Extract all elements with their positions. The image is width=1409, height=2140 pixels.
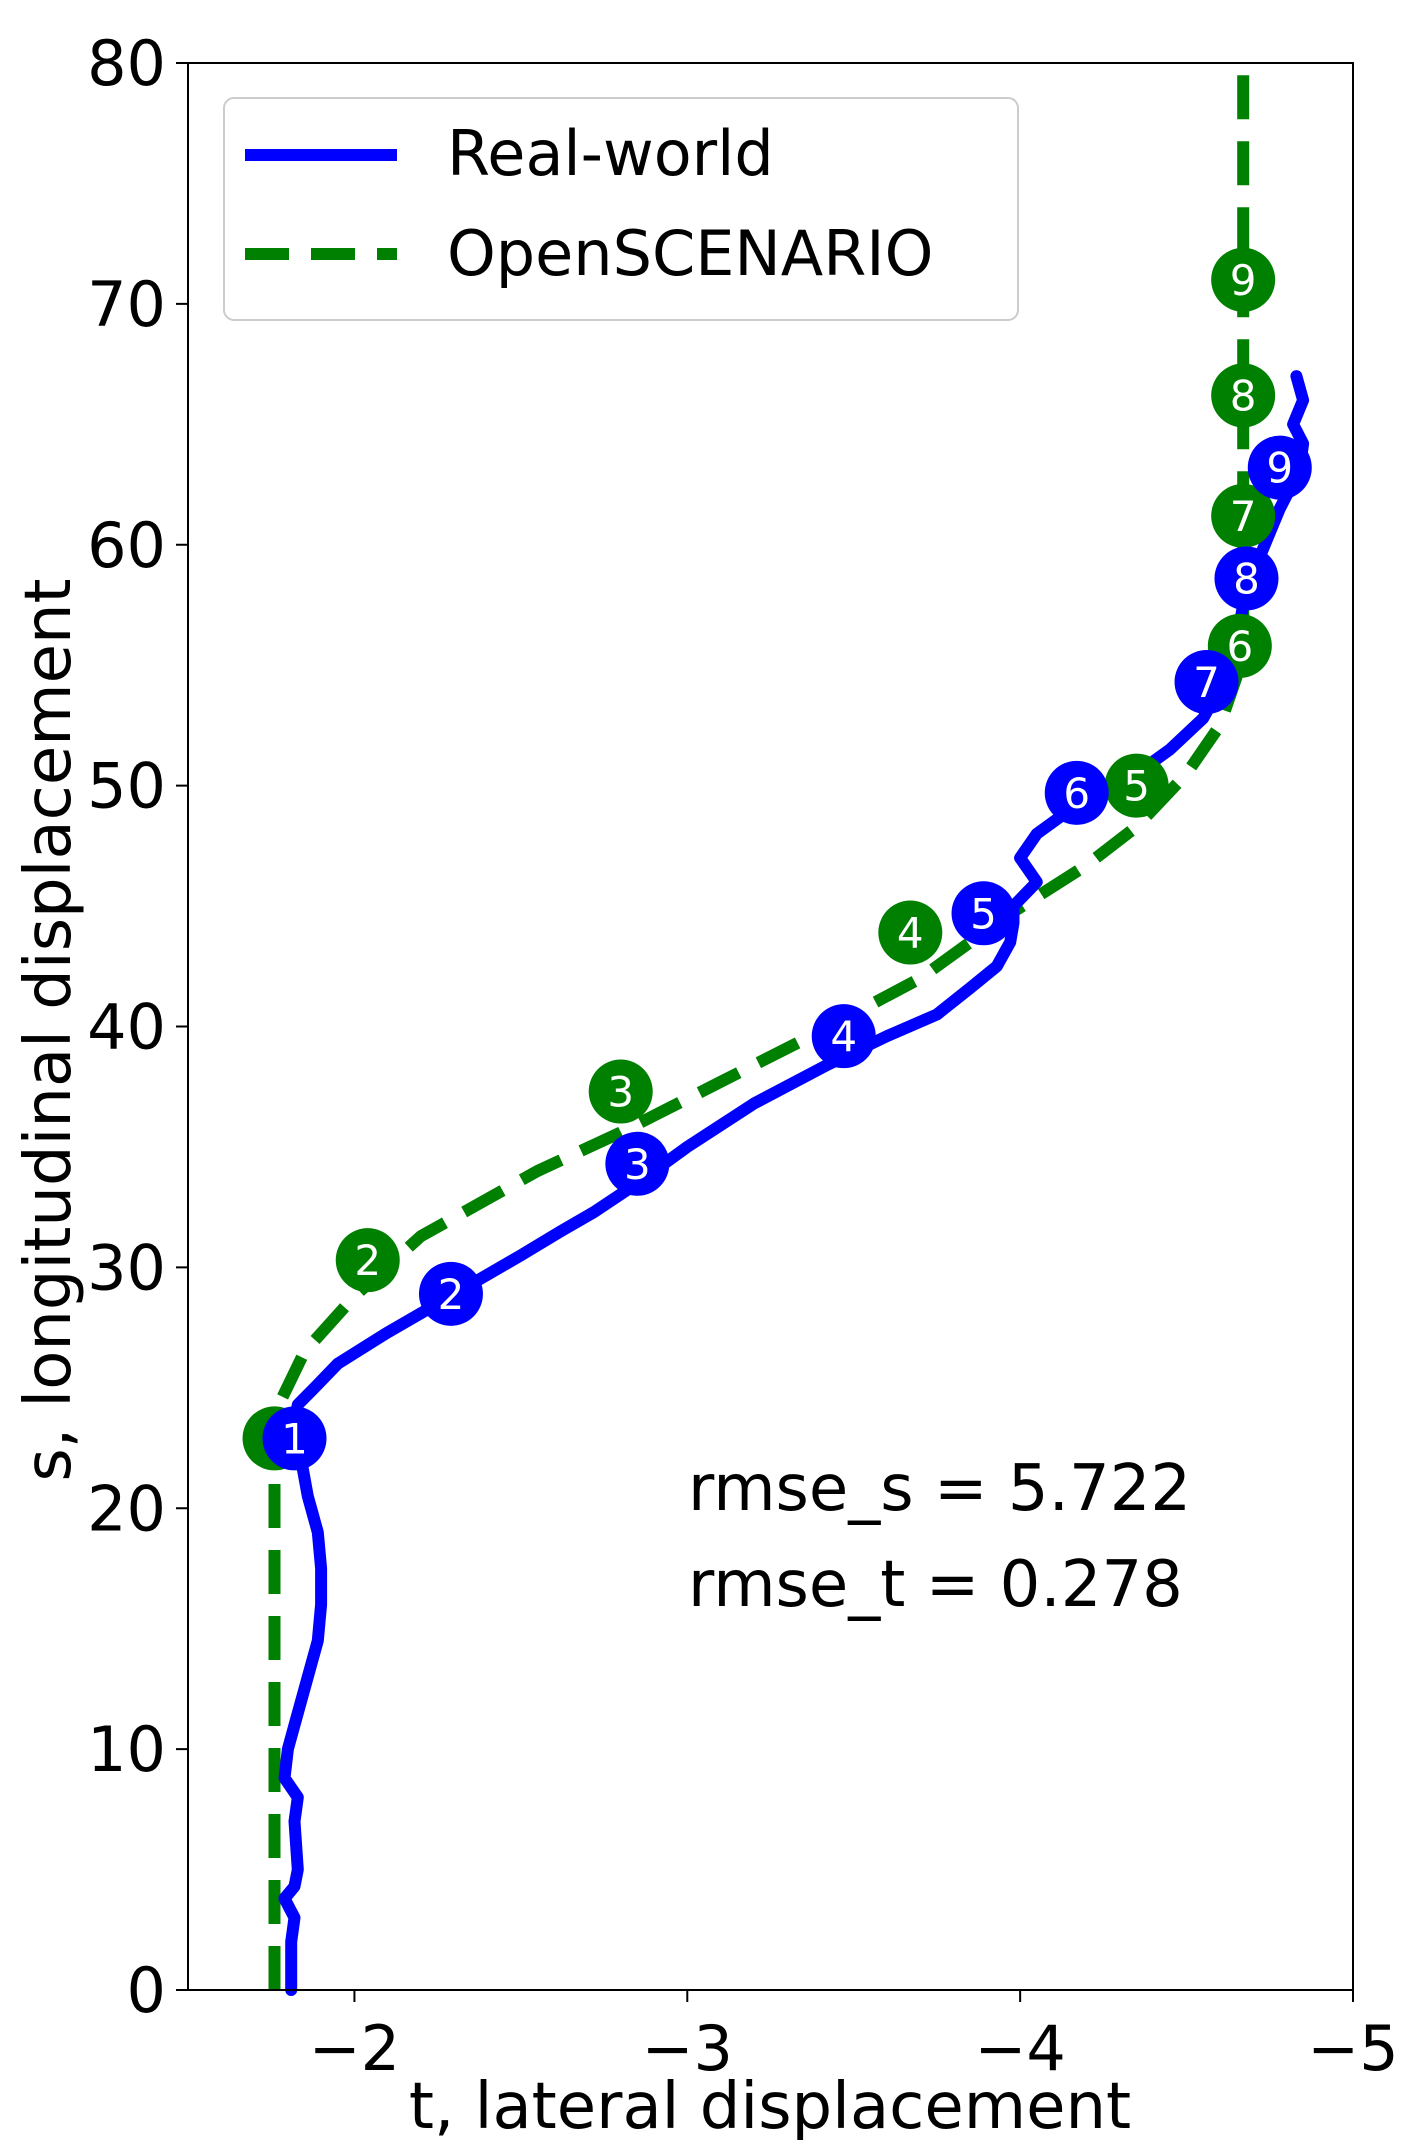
waypoint-label-real-world: 4 bbox=[830, 1012, 857, 1061]
waypoint-label-real-world: 7 bbox=[1193, 658, 1220, 707]
legend-box bbox=[223, 97, 1019, 321]
rmse-t-annotation: rmse_t = 0.278 bbox=[688, 1548, 1183, 1622]
legend-label-real-world: Real-world bbox=[447, 117, 774, 190]
waypoint-marker-openscenario bbox=[335, 1228, 400, 1293]
waypoint-marker-real-world bbox=[1247, 435, 1312, 500]
x-tick-label: −2 bbox=[309, 2012, 400, 2085]
waypoint-label-real-world: 3 bbox=[624, 1140, 651, 1189]
waypoint-label-real-world: 8 bbox=[1233, 554, 1260, 603]
waypoint-marker-openscenario bbox=[1211, 247, 1276, 312]
waypoint-label-real-world: 1 bbox=[281, 1414, 308, 1463]
y-axis: 0 10 20 30 40 50 60 70 80 bbox=[87, 27, 188, 2027]
waypoint-marker-real-world bbox=[951, 881, 1016, 946]
y-tick-label: 40 bbox=[87, 991, 166, 1064]
waypoint-marker-openscenario bbox=[588, 1059, 653, 1124]
y-tick-label: 60 bbox=[87, 509, 166, 582]
x-tick-label: −5 bbox=[1307, 2012, 1398, 2085]
y-tick-label: 0 bbox=[127, 1954, 166, 2027]
waypoint-label-openscenario: 9 bbox=[1230, 256, 1257, 305]
legend: Real-world OpenSCENARIO bbox=[223, 97, 1019, 321]
waypoint-label-openscenario: 7 bbox=[1230, 492, 1257, 541]
waypoint-marker-real-world bbox=[605, 1131, 670, 1196]
waypoint-label-openscenario: 3 bbox=[607, 1068, 634, 1117]
waypoint-label-openscenario: 4 bbox=[897, 909, 924, 958]
y-tick-label: 50 bbox=[87, 750, 166, 823]
waypoint-marker-real-world bbox=[811, 1004, 876, 1069]
waypoint-marker-real-world bbox=[1174, 650, 1239, 715]
waypoint-label-openscenario: 5 bbox=[1123, 762, 1150, 811]
marker-layer: 123456789123456789 bbox=[242, 247, 1312, 1471]
x-tick-label: −4 bbox=[974, 2012, 1065, 2085]
rmse-s-annotation: rmse_s = 5.722 bbox=[688, 1452, 1191, 1526]
waypoint-label-real-world: 5 bbox=[970, 889, 997, 938]
x-axis-label: t, lateral displacement bbox=[409, 2070, 1131, 2140]
waypoint-marker-real-world bbox=[262, 1406, 327, 1471]
x-axis: −2 −3 −4 −5 bbox=[309, 1990, 1399, 2085]
waypoint-marker-openscenario bbox=[1104, 753, 1169, 818]
waypoint-marker-real-world bbox=[418, 1261, 483, 1326]
waypoint-label-real-world: 2 bbox=[438, 1270, 465, 1319]
y-tick-label: 30 bbox=[87, 1231, 166, 1304]
legend-label-openscenario: OpenSCENARIO bbox=[447, 217, 933, 290]
waypoint-marker-real-world bbox=[1214, 546, 1279, 611]
y-tick-label: 20 bbox=[87, 1472, 166, 1545]
y-axis-label: s, longitudinal displacement bbox=[12, 578, 86, 1481]
waypoint-label-real-world: 6 bbox=[1063, 769, 1090, 818]
waypoint-marker-openscenario bbox=[1211, 363, 1276, 428]
waypoint-label-real-world: 9 bbox=[1266, 444, 1293, 493]
waypoint-marker-real-world bbox=[1044, 760, 1109, 825]
waypoint-label-openscenario: 8 bbox=[1230, 371, 1257, 420]
y-tick-label: 10 bbox=[87, 1713, 166, 1786]
x-tick-label: −3 bbox=[642, 2012, 733, 2085]
y-tick-label: 80 bbox=[87, 27, 166, 100]
waypoint-marker-openscenario bbox=[878, 900, 943, 965]
y-tick-label: 70 bbox=[87, 268, 166, 341]
waypoint-label-openscenario: 2 bbox=[354, 1236, 381, 1285]
waypoint-marker-openscenario bbox=[1211, 483, 1276, 548]
